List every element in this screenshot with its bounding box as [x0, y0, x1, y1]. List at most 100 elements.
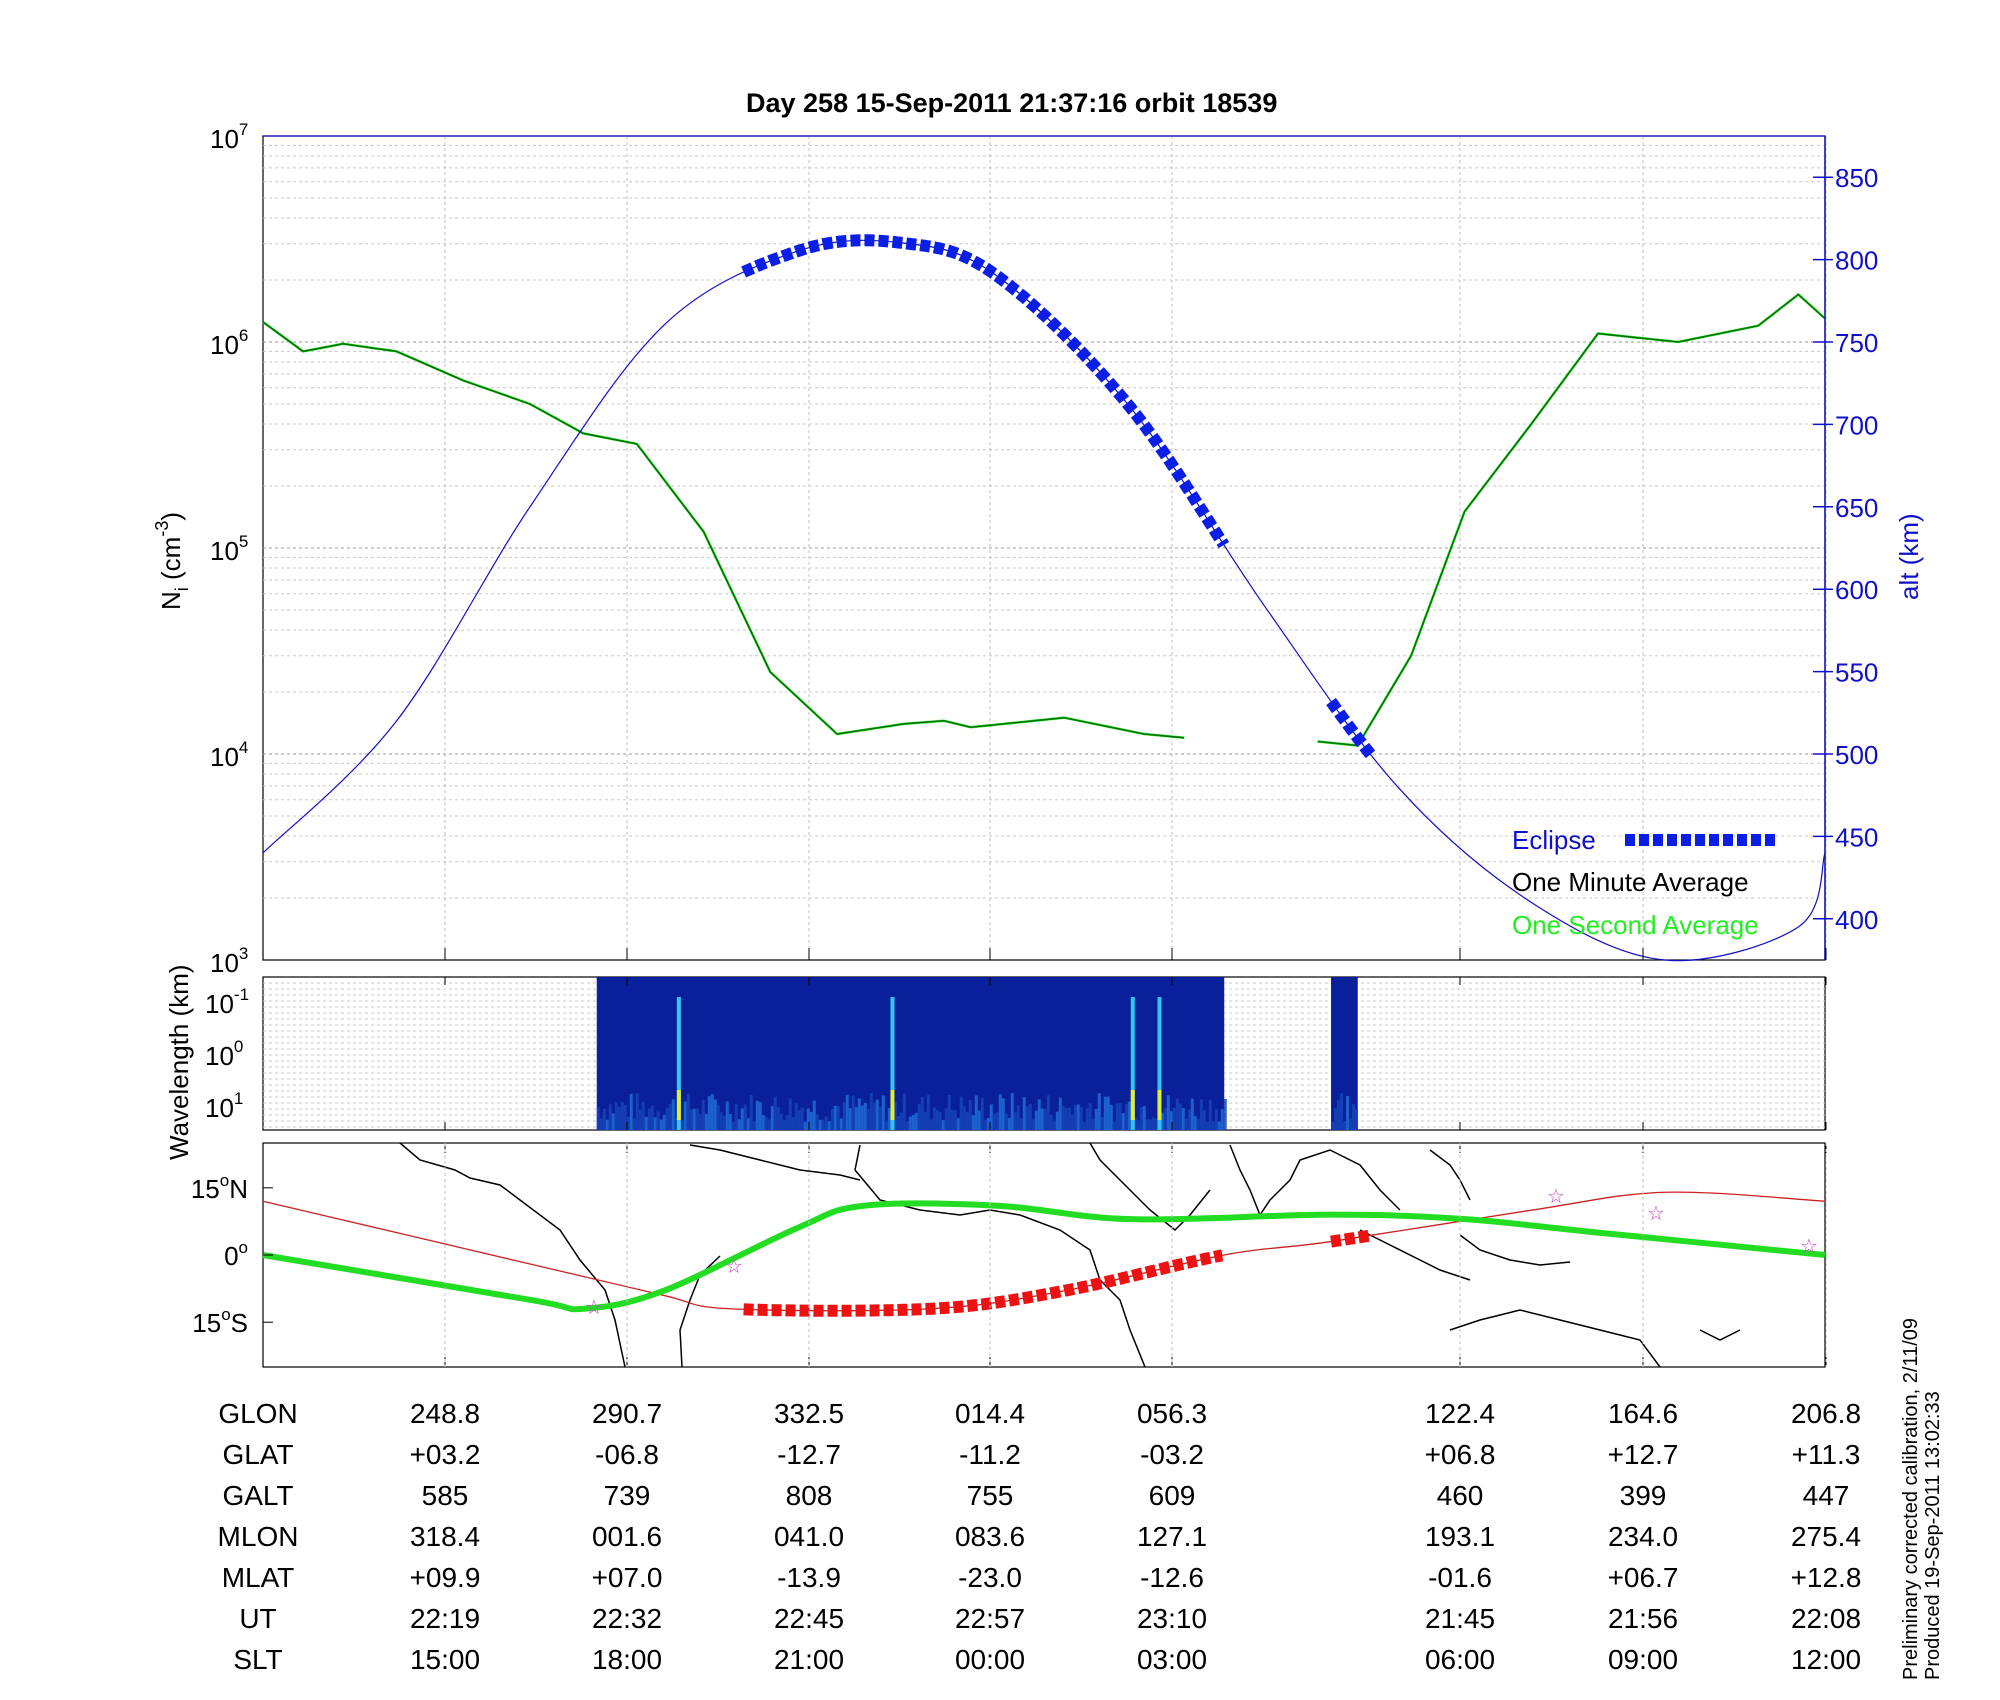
density-series	[262, 234, 1826, 962]
orbit-track	[262, 1191, 1826, 1312]
altitude-ticks: 850 800 750 700 650 600 550 500 450 400	[1813, 163, 1878, 935]
spectrogram-column	[710, 1094, 714, 1130]
spectrogram-column	[1067, 1107, 1071, 1130]
table-cell: 290.7	[591, 1398, 663, 1429]
spectrogram-column	[875, 1099, 879, 1130]
spectrogram-column	[698, 1114, 702, 1130]
table-cell: 399	[1619, 1480, 1667, 1511]
table-cell: -06.8	[595, 1439, 659, 1470]
spectrogram-column	[596, 1107, 600, 1130]
table-row-label: GLAT	[222, 1439, 294, 1470]
density-ylabel: Ni (cm-3)	[152, 512, 192, 610]
table-cell: 083.6	[954, 1521, 1026, 1552]
spectrogram-column	[659, 1119, 663, 1130]
altitude-tick-label: 650	[1835, 493, 1878, 523]
table-cell: -12.6	[1140, 1562, 1204, 1593]
spectrogram-column	[992, 1113, 996, 1130]
spectrogram-column	[686, 1093, 690, 1130]
spectrogram-column	[1181, 1108, 1185, 1130]
spectrogram-column	[623, 1105, 627, 1130]
table-cell: 056.3	[1136, 1398, 1208, 1429]
spectrogram-column	[1169, 1111, 1173, 1130]
spectrogram-column	[644, 1116, 648, 1130]
spectrogram-column	[650, 1105, 654, 1130]
spectrogram-column	[1091, 1119, 1095, 1130]
spectrogram-column	[1190, 1098, 1194, 1130]
table-cell: -01.6	[1428, 1562, 1492, 1593]
spectrogram-column	[1202, 1110, 1206, 1130]
spectrogram-column	[1019, 1118, 1023, 1130]
star-marker: ☆	[1800, 1234, 1818, 1258]
spectrogram-column	[938, 1112, 942, 1130]
altitude-tick-label: 850	[1835, 163, 1878, 193]
calibration-note: Preliminary corrected calibration, 2/11/…	[1900, 1317, 1922, 1680]
spectrogram-column	[815, 1113, 819, 1130]
spectrogram-column	[860, 1105, 864, 1130]
spectrogram-column	[845, 1094, 849, 1130]
spectrogram-column	[1037, 1099, 1041, 1130]
spectrogram-column	[956, 1118, 960, 1130]
table-row-label: SLT	[233, 1644, 283, 1675]
spectrogram-column	[983, 1119, 987, 1130]
spectrogram-column	[602, 1108, 606, 1130]
table-cell: 275.4	[1790, 1521, 1862, 1552]
table-cell: 22:19	[409, 1603, 481, 1634]
spectrogram-column	[1205, 1121, 1209, 1130]
spectrogram-column	[881, 1095, 885, 1130]
spectrogram-column	[1046, 1095, 1050, 1130]
density-panel: 107 106 105 104 103 850 800 750 700 650 600 550 500…	[152, 120, 1924, 978]
table-cell: +07.0	[591, 1562, 663, 1593]
spectrogram-column	[1154, 1118, 1158, 1130]
table-cell: +06.8	[1424, 1439, 1496, 1470]
spectrogram-column	[653, 1117, 657, 1130]
produced-note: Produced 19-Sep-2011 13:02:33	[1922, 1391, 1944, 1680]
table-cell: 15:00	[409, 1644, 481, 1675]
spectrogram-column	[1220, 1109, 1224, 1130]
spectrogram-column	[863, 1102, 867, 1130]
table-cell: 609	[1148, 1480, 1196, 1511]
coastline	[1449, 1309, 1661, 1368]
spectrogram-column	[851, 1095, 855, 1130]
spectrogram-column	[1100, 1116, 1104, 1130]
spectrogram-column	[1166, 1095, 1170, 1130]
spectrogram-column	[770, 1105, 774, 1130]
spectrogram-column	[638, 1109, 642, 1130]
spectrogram-column	[1010, 1093, 1014, 1130]
spectrogram-column	[1064, 1108, 1068, 1130]
spectrogram-column	[755, 1100, 759, 1130]
spectrogram-column	[1112, 1121, 1116, 1130]
spectrogram-column	[1214, 1108, 1218, 1130]
spectrogram-column	[695, 1108, 699, 1130]
spectrogram-column	[719, 1112, 723, 1130]
table-cell: 318.4	[409, 1521, 481, 1552]
spectrogram-column	[785, 1115, 789, 1130]
spectrogram-column	[986, 1117, 990, 1130]
x-tick-marks	[444, 948, 1827, 1367]
spectrogram-column	[1208, 1100, 1212, 1130]
spectrogram-column	[749, 1095, 753, 1130]
coastline	[1459, 1234, 1571, 1266]
wavelength-spectrogram	[596, 977, 1359, 1130]
spectrogram-column	[1337, 1099, 1341, 1130]
table-cell: 22:45	[773, 1603, 845, 1634]
table-cell: 585	[421, 1480, 469, 1511]
spectrogram-column	[731, 1121, 735, 1130]
spectrogram-column	[1184, 1118, 1188, 1130]
spectrogram-column	[806, 1108, 810, 1130]
density-ytick-label: 106	[210, 326, 248, 360]
spectrogram-column	[908, 1116, 912, 1130]
spectrogram-column	[950, 1109, 954, 1130]
spectrogram-column	[608, 1104, 612, 1130]
spectrogram-column	[941, 1120, 945, 1130]
table-cell: 06:00	[1424, 1644, 1496, 1675]
spectrogram-column	[836, 1106, 840, 1130]
density-gridlines	[263, 135, 1827, 960]
spectrogram-column	[872, 1102, 876, 1130]
spectrogram-column	[782, 1120, 786, 1130]
spectrogram-column	[689, 1108, 693, 1130]
spectrogram-column	[1115, 1103, 1119, 1130]
table-cell: 234.0	[1607, 1521, 1679, 1552]
spectrogram-column	[758, 1102, 762, 1130]
coastline	[854, 1144, 1146, 1368]
spectrogram-column	[839, 1118, 843, 1130]
